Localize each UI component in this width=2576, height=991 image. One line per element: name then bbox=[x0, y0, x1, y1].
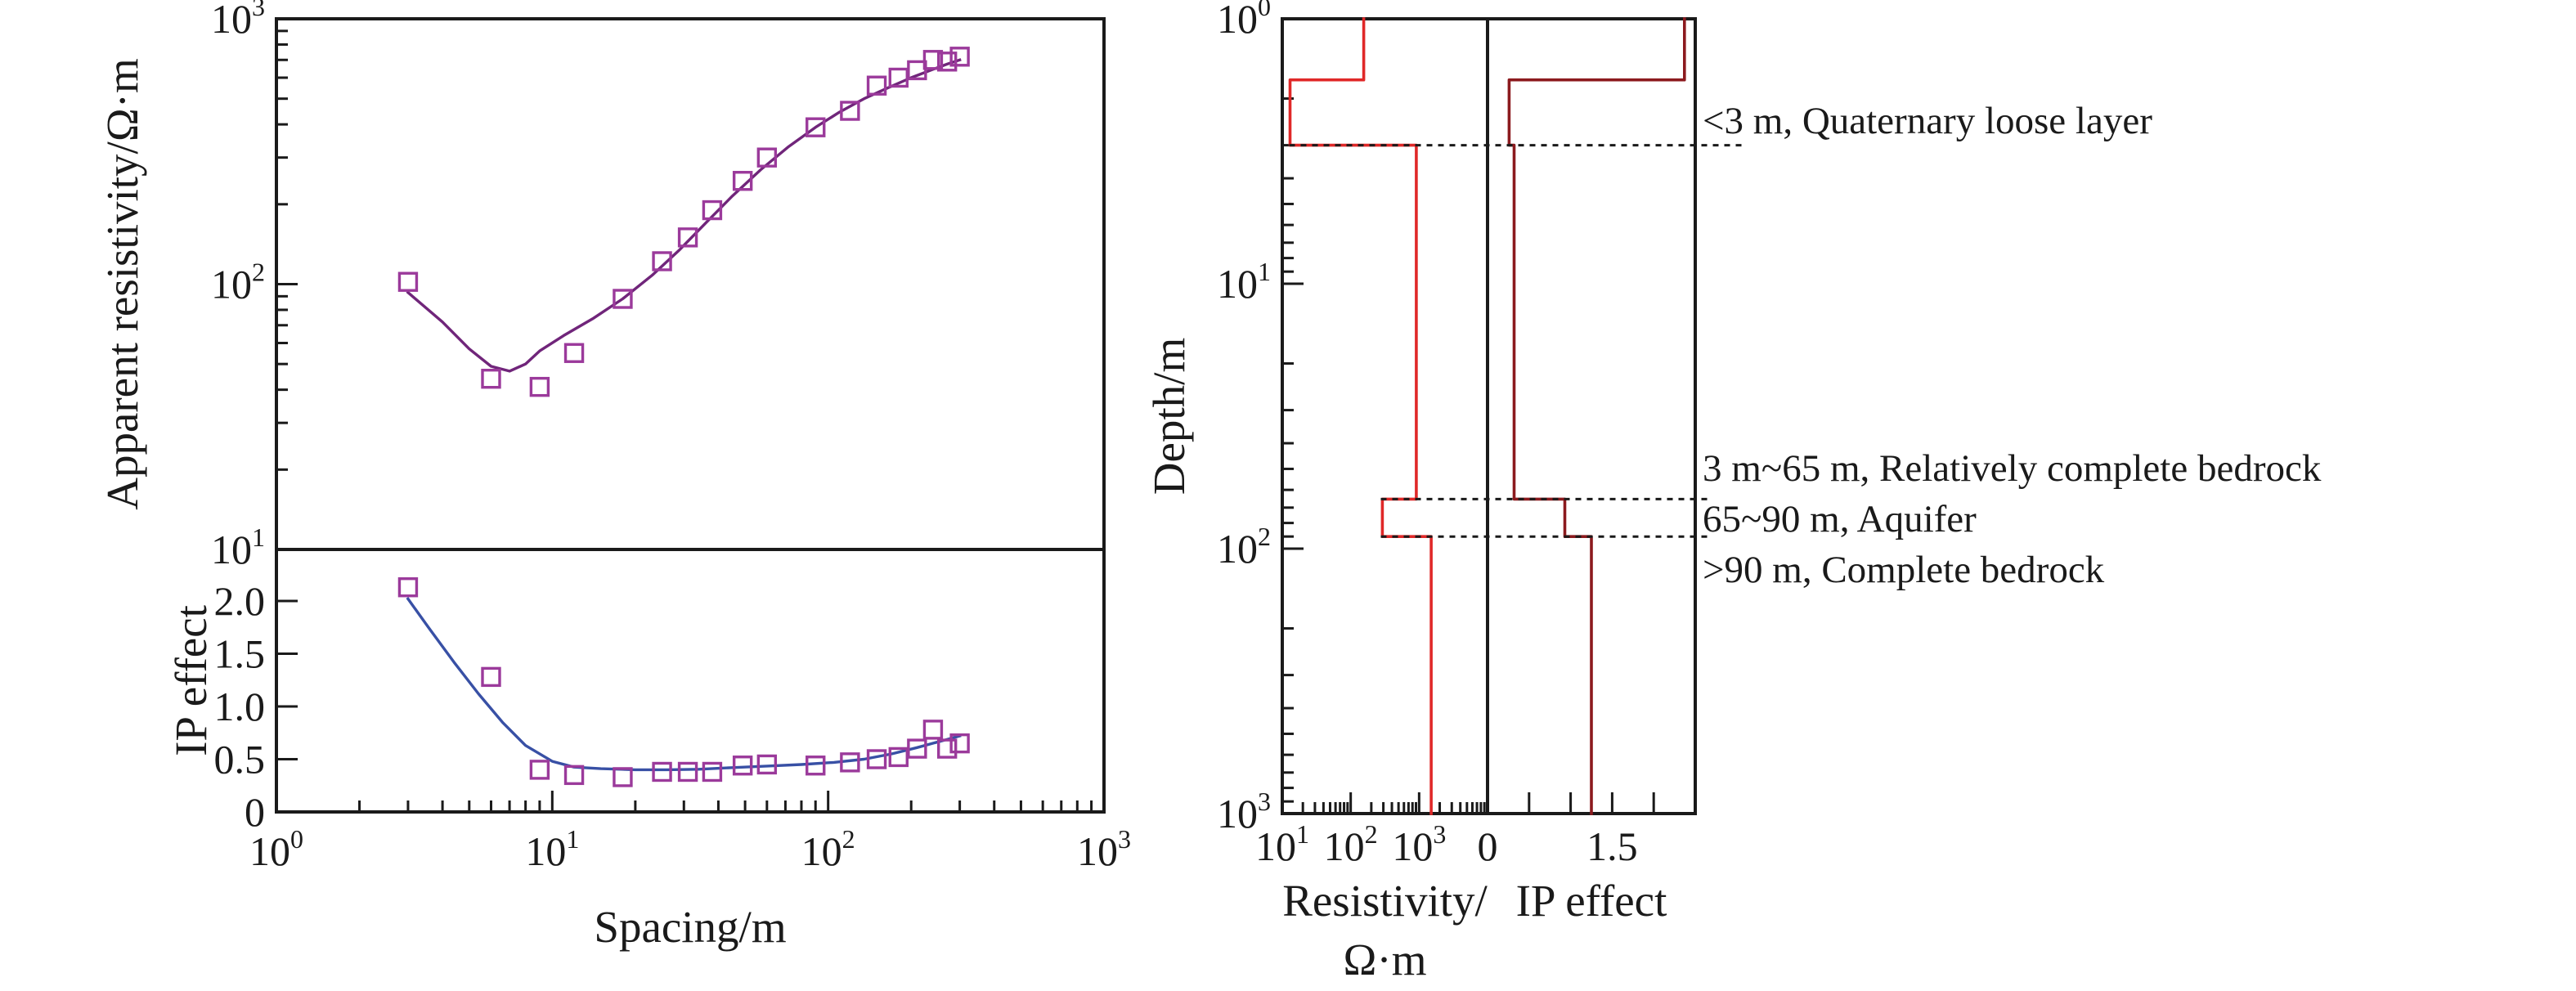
depth-tick-label: 100 bbox=[1217, 0, 1271, 42]
data-point-square bbox=[613, 289, 633, 309]
data-point-square bbox=[866, 749, 887, 769]
ip-tick-label: 0.5 bbox=[214, 737, 266, 782]
layer-annotations: <3 m, Quaternary loose layer 3 m~65 m, Re… bbox=[1703, 100, 2322, 591]
x-tick-label: 102 bbox=[801, 824, 855, 874]
resistivity-y-axis-ticks: 101 102 103 bbox=[211, 0, 298, 572]
data-point-square bbox=[936, 738, 958, 759]
model-resistivity-tick-label: 102 bbox=[1324, 819, 1378, 869]
data-point-square bbox=[481, 666, 501, 688]
data-point-square bbox=[756, 147, 778, 168]
data-point-square bbox=[922, 50, 944, 70]
data-point-square bbox=[732, 756, 753, 776]
x-tick-label: 103 bbox=[1077, 824, 1131, 874]
data-point-square bbox=[563, 765, 585, 786]
model-ip-tick-label: 0 bbox=[1478, 823, 1498, 869]
spacing-axis-title: Spacing/m bbox=[594, 902, 786, 952]
ip-tick-label: 0 bbox=[245, 789, 265, 835]
left-plot-frame bbox=[275, 17, 1106, 814]
data-point-square bbox=[397, 271, 419, 292]
ip-effect-points bbox=[397, 577, 970, 787]
resistivity-tick-label: 103 bbox=[211, 0, 265, 42]
model-ip-title: IP effect bbox=[1516, 876, 1667, 926]
data-point-square bbox=[481, 368, 501, 389]
data-point-square bbox=[732, 171, 753, 191]
x-tick-label: 100 bbox=[249, 824, 303, 874]
model-resistivity-axis-ticks: 101 102 103 bbox=[1255, 792, 1486, 869]
data-point-square bbox=[397, 577, 419, 598]
data-point-square bbox=[907, 60, 927, 81]
data-point-square bbox=[756, 754, 778, 775]
data-point-square bbox=[840, 752, 860, 773]
ip-tick-label: 2.0 bbox=[214, 578, 266, 624]
data-point-square bbox=[922, 720, 944, 740]
data-point-square bbox=[529, 760, 550, 780]
data-point-square bbox=[702, 761, 723, 782]
data-point-square bbox=[949, 733, 970, 754]
data-point-square bbox=[652, 761, 672, 782]
layer-annotation-text: 3 m~65 m, Relatively complete bedrock bbox=[1703, 447, 2322, 490]
left-x-axis-ticks bbox=[275, 791, 1106, 812]
data-point-square bbox=[806, 756, 826, 776]
model-ip-step-line bbox=[1507, 17, 1686, 815]
resistivity-tick-label: 102 bbox=[211, 258, 265, 307]
layer-annotation-text: <3 m, Quaternary loose layer bbox=[1703, 100, 2152, 142]
data-point-square bbox=[702, 200, 723, 221]
data-point-square bbox=[866, 75, 887, 96]
model-resistivity-tick-label: 103 bbox=[1392, 819, 1446, 869]
layer-annotation-text: >90 m, Complete bedrock bbox=[1703, 549, 2105, 591]
apparent-resistivity-points bbox=[397, 47, 970, 397]
ip-y-axis-ticks: 0 0.5 1.0 1.5 2.0 bbox=[214, 578, 298, 835]
left-chart-sounding-curves: 100 101 102 103 101 102 103 0 0.5 1.0 1.5 2.0 Appare… bbox=[97, 0, 1131, 952]
model-ip-tick-label: 1.5 bbox=[1586, 823, 1638, 869]
data-point-square bbox=[652, 251, 672, 271]
data-point-square bbox=[529, 376, 550, 397]
data-point-square bbox=[907, 738, 927, 759]
model-resistivity-title-line1: Resistivity/ bbox=[1282, 876, 1488, 926]
left-x-axis-labels: 100 101 102 103 bbox=[249, 824, 1131, 874]
data-point-square bbox=[677, 227, 698, 248]
depth-axis-ticks: 100 101 102 103 bbox=[1217, 0, 1304, 836]
data-point-square bbox=[613, 767, 633, 787]
model-resistivity-tick-label: 101 bbox=[1255, 819, 1309, 869]
model-ip-axis-ticks: 0 1.5 bbox=[1478, 792, 1655, 869]
x-tick-label: 101 bbox=[525, 824, 579, 874]
resistivity-axis-title: Apparent resistivity/Ω·m bbox=[97, 58, 147, 510]
data-point-square bbox=[949, 47, 970, 67]
data-point-square bbox=[936, 52, 958, 72]
data-point-square bbox=[840, 101, 860, 121]
model-resistivity-step-line bbox=[1288, 17, 1433, 815]
resistivity-tick-label: 101 bbox=[211, 522, 265, 572]
apparent-resistivity-curve bbox=[406, 58, 962, 373]
depth-tick-label: 101 bbox=[1217, 257, 1271, 307]
ip-effect-curve bbox=[406, 597, 962, 772]
model-resistivity-title-line2: Ω·m bbox=[1344, 935, 1427, 984]
ip-tick-label: 1.5 bbox=[214, 631, 266, 677]
layer-annotation-text: 65~90 m, Aquifer bbox=[1703, 498, 1977, 540]
ip-axis-title: IP effect bbox=[166, 605, 216, 756]
data-point-square bbox=[677, 761, 698, 782]
depth-tick-label: 103 bbox=[1217, 787, 1271, 836]
layer-boundary-lines bbox=[1289, 144, 1748, 538]
ip-tick-label: 1.0 bbox=[214, 684, 266, 729]
depth-tick-label: 102 bbox=[1217, 522, 1271, 572]
data-point-square bbox=[806, 117, 826, 137]
depth-axis-title: Depth/m bbox=[1144, 338, 1194, 495]
data-point-square bbox=[563, 343, 585, 363]
